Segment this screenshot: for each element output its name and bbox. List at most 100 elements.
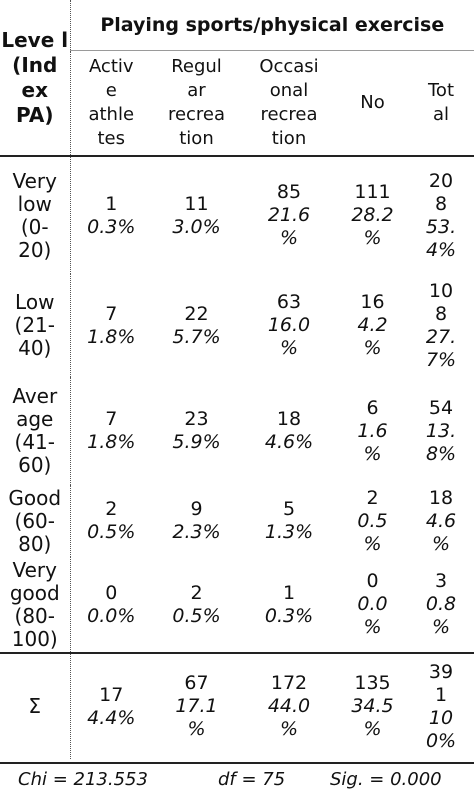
cell-count: 54 — [428, 396, 454, 419]
table-cell: 11 3.0% — [152, 155, 241, 274]
table-cell: 5 1.3% — [241, 485, 337, 557]
column-header: No — [360, 92, 385, 113]
cell-count: 63 — [276, 291, 302, 313]
table-cell: 1 0.3% — [241, 557, 337, 653]
table-cell: 9 2.3% — [152, 485, 241, 557]
column-header: Activ e athle tes — [88, 56, 135, 149]
cell-percentage: 16.0 % — [267, 314, 311, 359]
cell-percentage: 0.8 % — [425, 593, 457, 638]
cell-count: 0 — [105, 581, 118, 604]
cell-percentage: 1.3% — [264, 521, 314, 543]
table-cell: 2 0.5% — [70, 485, 152, 557]
cell-percentage: 21.6 % — [267, 204, 311, 249]
cell-percentage: 17.1 % — [175, 695, 218, 740]
row-label: Good (60- 80) — [0, 485, 71, 557]
table-cell: 0 0.0% — [70, 557, 152, 653]
cell-count: 2 — [190, 581, 203, 604]
table-cell: 16 4.2 % — [337, 274, 408, 377]
cell-count: 23 — [184, 408, 209, 430]
table-row: Aver age (41- 60) 7 1.8% 23 5.9% 18 4.6% 6 1.6 %… — [0, 377, 474, 485]
cell-count: 17 — [99, 683, 124, 706]
cell-percentage: 4.4% — [87, 706, 136, 729]
table-cell: 23 5.9% — [152, 377, 241, 485]
cell-count: 18 — [428, 486, 454, 509]
table-cell: 2 0.5 % — [337, 485, 408, 557]
row-label: Very good (80- 100) — [0, 557, 71, 653]
cell-count: 0 — [366, 570, 379, 592]
cell-percentage: 27. 7% — [425, 325, 457, 371]
table-cell: 135 34.5 % — [337, 652, 408, 759]
cell-percentage: 0.5% — [87, 521, 136, 543]
cell-percentage: 0.0 % — [357, 593, 388, 638]
row-label: Very low (0- 20) — [0, 155, 71, 274]
row-label: Low (21- 40) — [0, 274, 71, 377]
cell-percentage: 0.3% — [264, 604, 314, 627]
sum-label: Σ — [0, 652, 71, 759]
table-cell: 54 13. 8% — [408, 377, 474, 485]
cell-percentage: 1.8% — [87, 431, 136, 453]
cell-percentage: 4.6% — [264, 431, 314, 453]
cell-count: 1 — [282, 581, 296, 604]
cell-percentage: 2.3% — [172, 521, 221, 543]
cell-percentage: 4.6 % — [425, 509, 457, 555]
cell-count: 10 8 — [428, 279, 454, 325]
cell-count: 135 — [354, 672, 391, 694]
table-cell: 67 17.1 % — [152, 652, 241, 759]
table-cell: 63 16.0 % — [241, 274, 337, 377]
crosstab-table: Leve l (Ind ex PA) Playing sports/physic… — [0, 0, 474, 759]
column-header: Tot al — [428, 80, 455, 125]
cell-count: 7 — [105, 302, 118, 325]
cell-percentage: 28.2 % — [351, 204, 394, 249]
cell-count: 111 — [354, 181, 391, 203]
table-cell: 1 0.3% — [70, 155, 152, 274]
cell-percentage: 5.9% — [172, 431, 221, 453]
cell-count: 7 — [105, 408, 118, 430]
cell-count: 39 1 — [428, 660, 454, 706]
table-cell: 10 8 27. 7% — [408, 274, 474, 377]
cell-count: 3 — [434, 570, 448, 592]
significance-value: Sig. = 0.000 — [330, 769, 442, 790]
cell-count: 172 — [270, 672, 308, 694]
cell-percentage: 0.5 % — [357, 509, 388, 555]
table-row: Low (21- 40) 7 1.8% 22 5.7% 63 16.0 % 16 4.2 % 10… — [0, 274, 474, 377]
table-cell: 111 28.2 % — [337, 155, 408, 274]
statistics-footer: Chi = 213.553 df = 75 Sig. = 0.000 — [0, 762, 474, 796]
table-cell: 3 0.8 % — [408, 557, 474, 653]
table-row: Σ 17 4.4% 67 17.1 % 172 44.0 % 135 34.5 % 39 1 10 … — [0, 652, 474, 759]
cell-count: 2 — [366, 486, 379, 509]
cell-percentage: 34.5 % — [351, 695, 394, 740]
chi-square-value: Chi = 213.553 — [18, 769, 148, 790]
cell-count: 5 — [282, 498, 296, 520]
table-cell: 20 8 53. 4% — [408, 155, 474, 274]
table-cell: 0 0.0 % — [337, 557, 408, 653]
column-header: Regul ar recrea tion — [167, 56, 226, 149]
cell-percentage: 10 0% — [425, 706, 457, 752]
cell-percentage: 1.6 % — [357, 419, 388, 465]
table-cell: 7 1.8% — [70, 377, 152, 485]
cell-percentage: 3.0% — [172, 215, 221, 238]
degrees-of-freedom: df = 75 — [218, 769, 286, 790]
cell-count: 16 — [360, 291, 385, 313]
table-cell: 22 5.7% — [152, 274, 241, 377]
cell-percentage: 1.8% — [87, 325, 136, 348]
table-cell: 18 4.6% — [241, 377, 337, 485]
column-header: Occasi onal recrea tion — [259, 56, 319, 149]
table-cell: 18 4.6 % — [408, 485, 474, 557]
cell-count: 9 — [190, 498, 203, 520]
cell-count: 2 — [105, 498, 118, 520]
cell-percentage: 13. 8% — [425, 419, 457, 465]
cell-percentage: 0.0% — [87, 604, 136, 627]
group-header: Playing sports/physical exercise — [70, 0, 474, 51]
cell-percentage: 5.7% — [172, 325, 221, 348]
cell-percentage: 0.5% — [172, 604, 221, 627]
table-row: Good (60- 80) 2 0.5% 9 2.3% 5 1.3% 2 0.5 % 18 4.6 … — [0, 485, 474, 557]
cell-count: 11 — [184, 192, 209, 215]
table-cell: 17 4.4% — [70, 652, 152, 759]
cell-percentage: 53. 4% — [425, 215, 457, 261]
cell-percentage: 44.0 % — [267, 695, 311, 740]
cell-count: 1 — [105, 192, 118, 215]
table-cell: 6 1.6 % — [337, 377, 408, 485]
table-cell: 85 21.6 % — [241, 155, 337, 274]
table-row: Very low (0- 20) 1 0.3% 11 3.0% 85 21.6 % 111 28… — [0, 155, 474, 274]
